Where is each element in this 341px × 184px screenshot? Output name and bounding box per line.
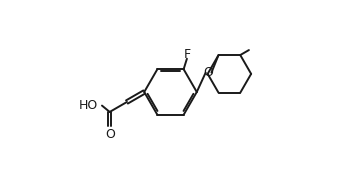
Text: F: F bbox=[183, 48, 191, 61]
Text: O: O bbox=[204, 66, 213, 79]
Text: HO: HO bbox=[78, 99, 98, 112]
Text: O: O bbox=[105, 128, 115, 141]
